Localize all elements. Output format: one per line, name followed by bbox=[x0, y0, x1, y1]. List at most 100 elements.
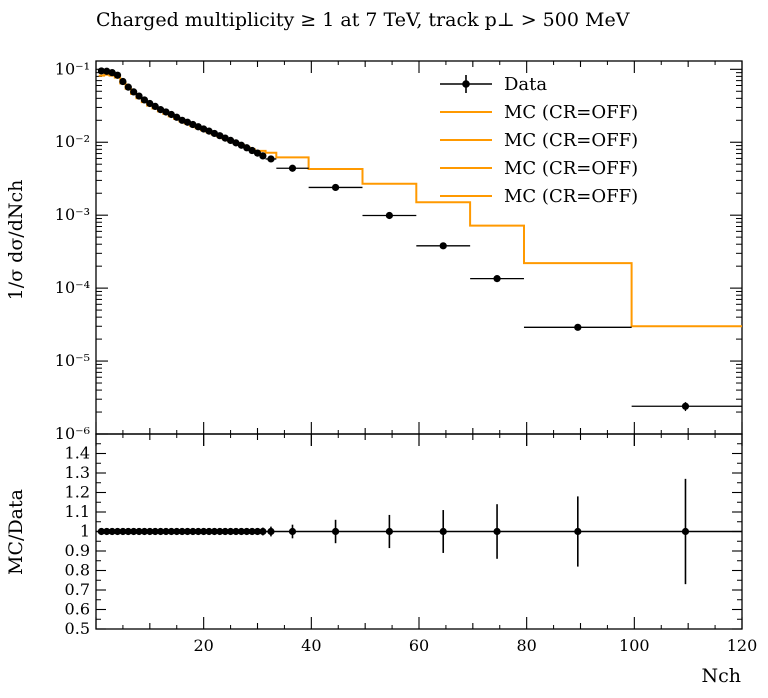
ratio-point bbox=[210, 527, 219, 536]
main-y-tick-label: 10⁻⁴ bbox=[55, 278, 90, 297]
data-point bbox=[385, 211, 393, 220]
ratio-y-tick-label: 0.9 bbox=[65, 541, 90, 560]
ratio-point bbox=[331, 527, 340, 536]
data-point bbox=[253, 149, 262, 157]
ratio-point bbox=[140, 527, 149, 536]
data-point bbox=[205, 127, 213, 135]
ratio-point bbox=[232, 527, 240, 536]
ratio-point bbox=[151, 527, 159, 536]
data-point bbox=[200, 125, 208, 133]
ratio-point bbox=[259, 527, 267, 536]
data-point bbox=[210, 129, 219, 138]
ratio-point bbox=[167, 527, 175, 536]
data-point bbox=[113, 71, 122, 79]
data-point bbox=[173, 113, 181, 121]
data-point bbox=[108, 69, 116, 77]
data-point bbox=[493, 275, 501, 283]
ratio-point bbox=[108, 527, 116, 536]
ratio-point bbox=[267, 527, 275, 536]
ratio-point bbox=[574, 527, 582, 536]
main-y-tick-label: 10⁻³ bbox=[55, 205, 90, 224]
data-point bbox=[183, 118, 192, 126]
ratio-point bbox=[243, 527, 251, 536]
data-point bbox=[151, 102, 159, 111]
ratio-point bbox=[216, 527, 224, 536]
x-axis-label: Nch bbox=[701, 665, 741, 687]
data-point bbox=[157, 106, 165, 114]
ratio-y-axis-label: MC/Data bbox=[5, 489, 27, 575]
ratio-point bbox=[119, 527, 127, 536]
ratio-point bbox=[103, 527, 111, 536]
data-point bbox=[232, 139, 240, 147]
ratio-point bbox=[288, 527, 297, 536]
ratio-y-tick-label: 1.2 bbox=[65, 483, 90, 502]
data-point bbox=[681, 402, 690, 410]
main-panel-frame bbox=[95, 60, 743, 435]
ratio-axis-ticks: 0.50.60.70.80.911.11.21.31.4 bbox=[65, 443, 742, 638]
data-point bbox=[331, 183, 340, 192]
x-axis-ticks: 20 40 60 80 100 120 bbox=[95, 61, 758, 655]
x-tick-label: 40 bbox=[301, 636, 321, 655]
ratio-point bbox=[226, 527, 235, 536]
data-point bbox=[189, 120, 197, 129]
data-point bbox=[237, 141, 245, 149]
chart-title: Charged multiplicity ≥ 1 at 7 TeV, track… bbox=[96, 9, 630, 31]
ratio-point bbox=[178, 527, 186, 536]
legend-data-marker bbox=[462, 80, 470, 88]
legend-entry-label: Data bbox=[504, 74, 547, 95]
ratio-point bbox=[130, 527, 138, 536]
main-y-axis-label: 1/σ dσ/dNch bbox=[5, 180, 27, 301]
ratio-point bbox=[135, 527, 143, 536]
data-point bbox=[221, 134, 229, 142]
data-point bbox=[574, 323, 582, 331]
ratio-y-tick-label: 0.7 bbox=[65, 580, 90, 599]
legend-entry-label: MC (CR=OFF) bbox=[504, 186, 638, 207]
main-y-tick-label: 10⁻⁶ bbox=[55, 424, 90, 443]
data-point bbox=[103, 67, 111, 75]
data-point bbox=[130, 88, 138, 96]
ratio-point bbox=[97, 527, 105, 536]
data-point bbox=[140, 96, 149, 104]
ratio-point bbox=[124, 527, 132, 536]
ratio-y-tick-label: 0.8 bbox=[65, 561, 90, 580]
data-point bbox=[146, 99, 154, 108]
ratio-point bbox=[237, 527, 245, 536]
mc-series bbox=[96, 73, 742, 533]
data-point bbox=[97, 67, 105, 75]
main-y-tick-label: 10⁻² bbox=[55, 132, 90, 151]
ratio-point bbox=[253, 527, 262, 536]
main-axis-ticks: 10⁻¹ 10⁻² 10⁻³ 10⁻⁴ 10⁻⁵ 10⁻⁶ bbox=[55, 59, 742, 443]
data-series bbox=[97, 67, 742, 412]
x-tick-label: 120 bbox=[727, 636, 758, 655]
ratio-point bbox=[194, 527, 202, 536]
legend-entry-label: MC (CR=OFF) bbox=[504, 102, 638, 123]
data-point bbox=[194, 123, 202, 131]
ratio-point bbox=[681, 527, 690, 536]
ratio-series bbox=[97, 478, 690, 585]
ratio-point bbox=[221, 527, 229, 536]
mc-step-line bbox=[98, 73, 742, 328]
data-point bbox=[216, 132, 224, 140]
main-y-tick-label: 10⁻¹ bbox=[55, 59, 90, 78]
data-point bbox=[267, 155, 275, 163]
ratio-point bbox=[173, 527, 181, 536]
ratio-y-tick-label: 0.5 bbox=[65, 619, 90, 638]
ratio-point bbox=[183, 527, 192, 536]
chart-title-text: Charged multiplicity ≥ 1 at 7 TeV, track… bbox=[96, 9, 630, 31]
data-point bbox=[288, 164, 297, 172]
ratio-point bbox=[189, 527, 197, 536]
ratio-point bbox=[248, 527, 256, 536]
ratio-point bbox=[493, 527, 501, 536]
data-point bbox=[243, 144, 251, 152]
x-tick-label: 80 bbox=[516, 636, 536, 655]
data-point bbox=[439, 242, 447, 250]
legend-entry-label: MC (CR=OFF) bbox=[504, 130, 638, 151]
ratio-y-tick-label: 1 bbox=[80, 522, 90, 541]
legend: Data MC (CR=OFF) MC (CR=OFF) MC (CR=OFF) MC … bbox=[440, 74, 638, 207]
ratio-point bbox=[146, 527, 154, 536]
data-point bbox=[167, 110, 175, 119]
legend-entry-label: MC (CR=OFF) bbox=[504, 158, 638, 179]
data-point bbox=[162, 108, 170, 116]
